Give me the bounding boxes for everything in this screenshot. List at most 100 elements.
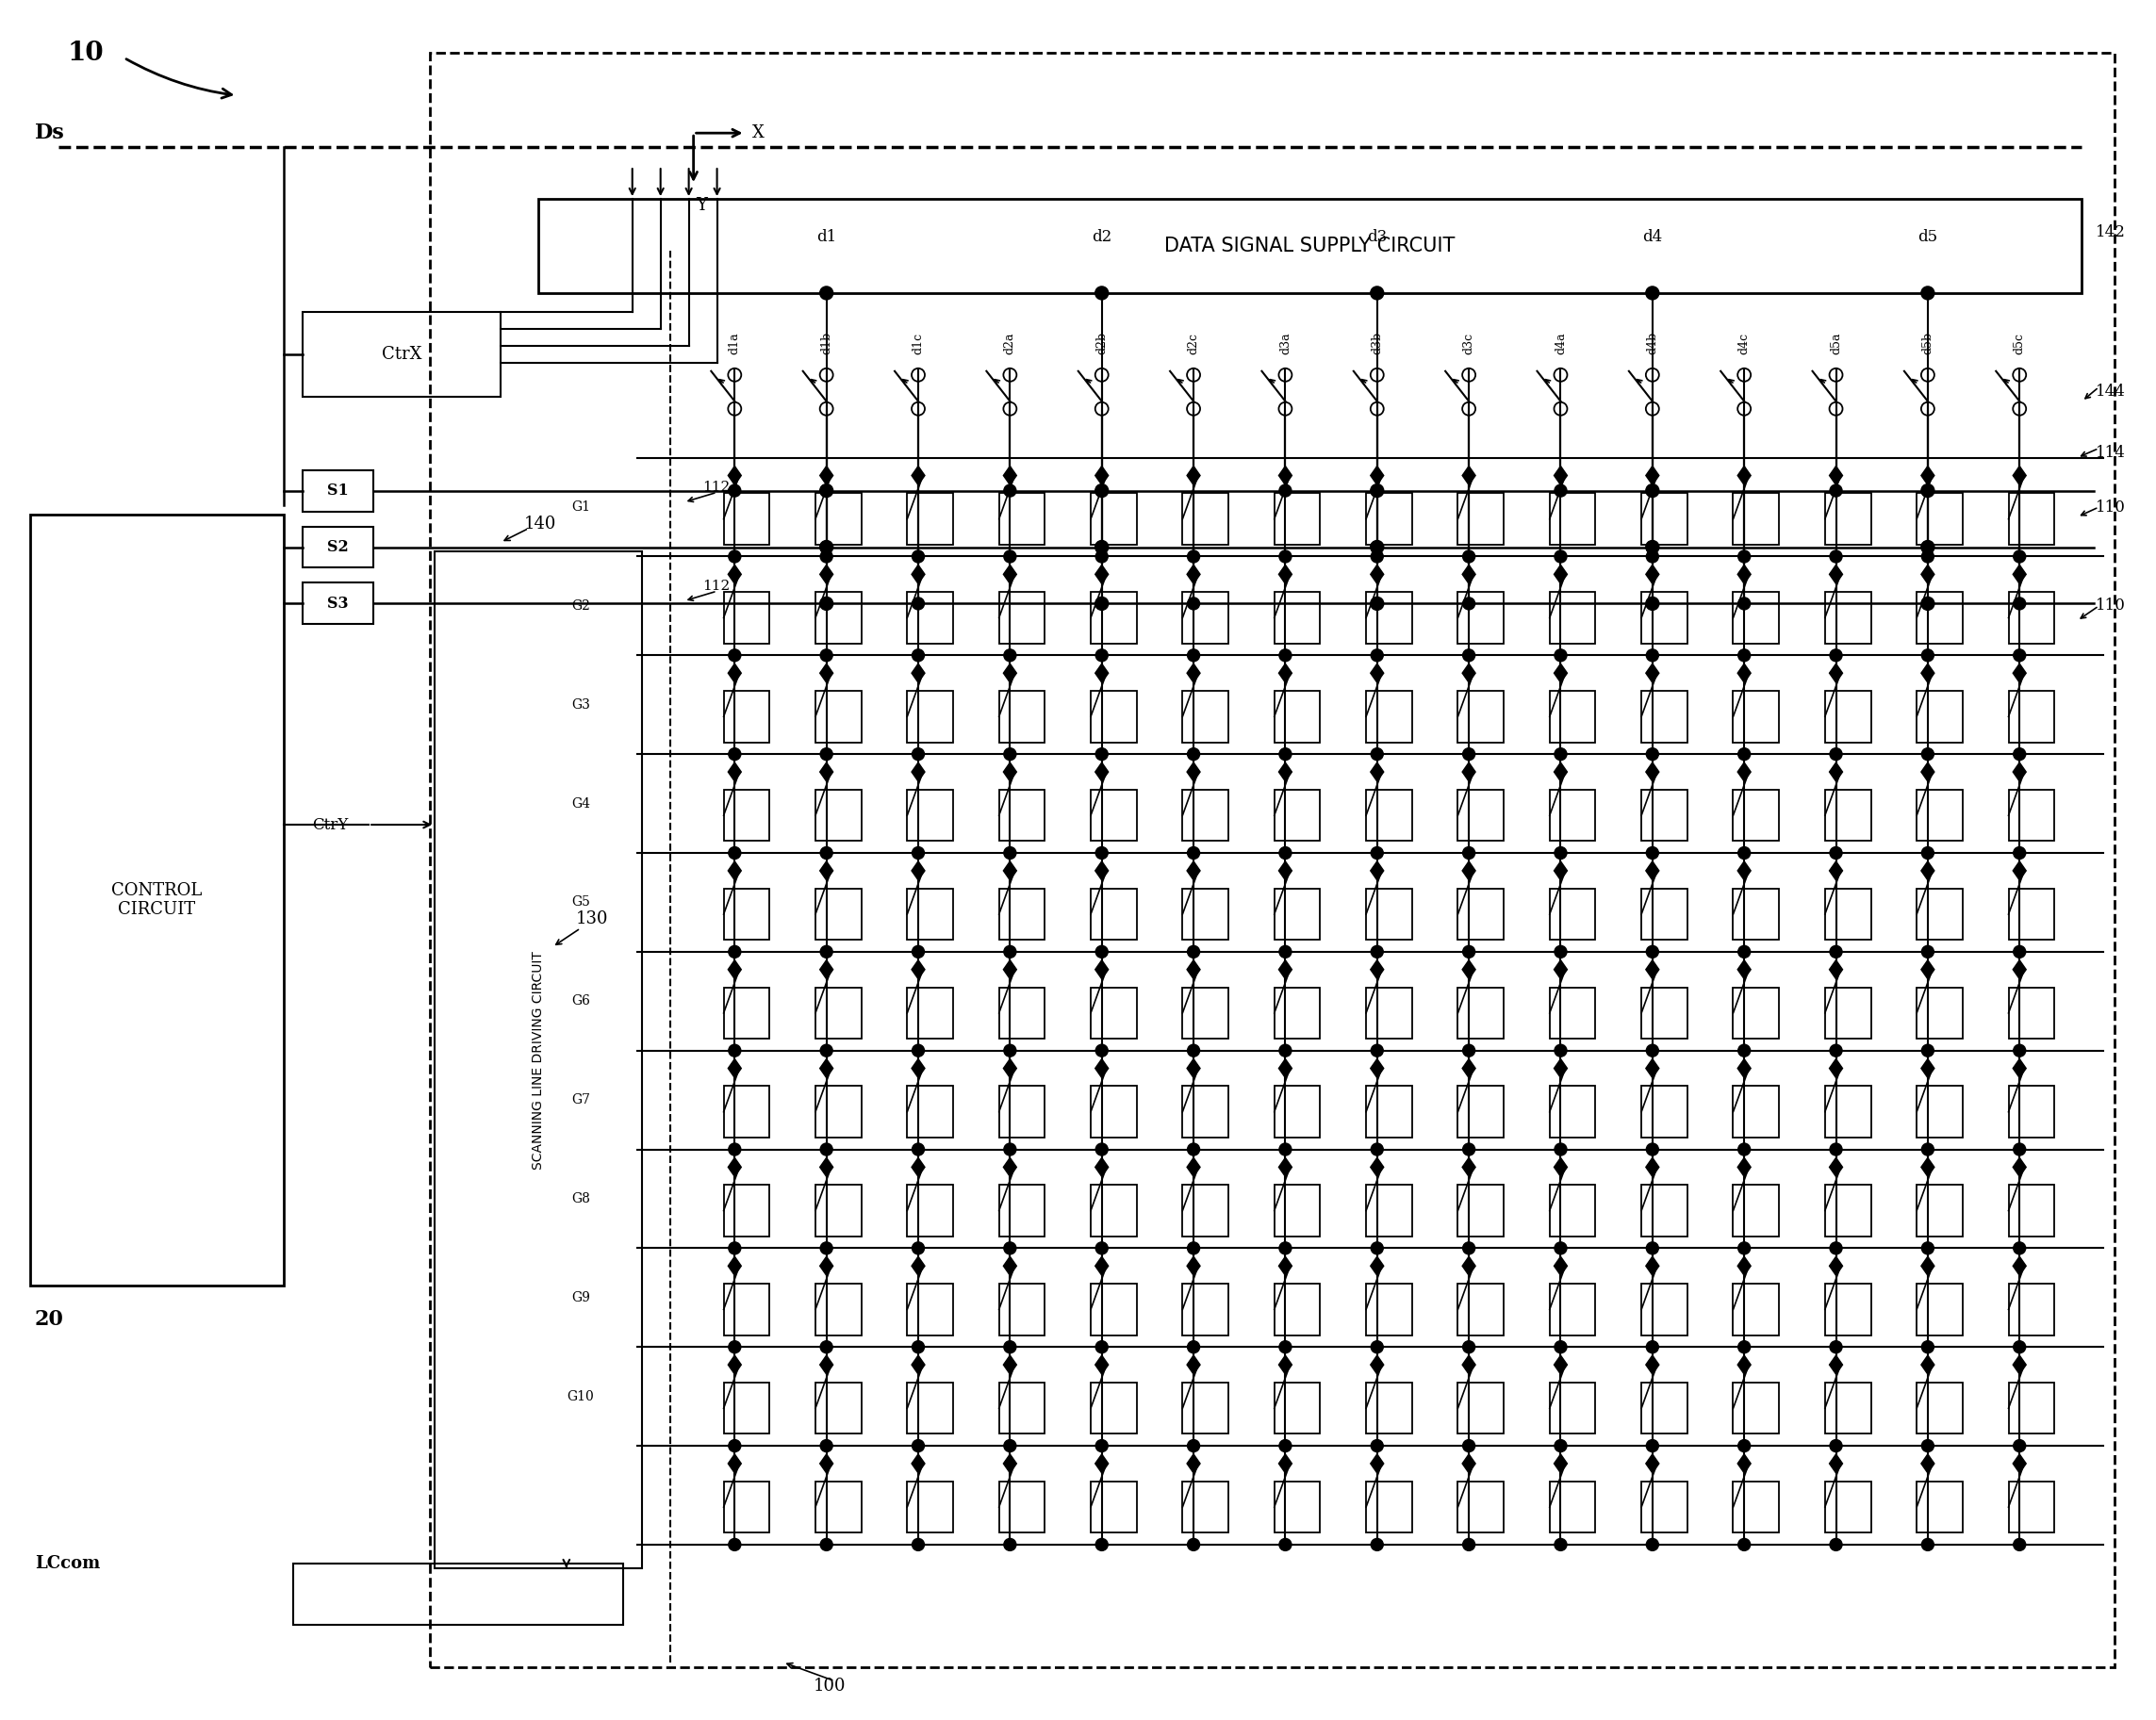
Polygon shape — [2014, 466, 2027, 485]
Circle shape — [912, 1242, 925, 1254]
Text: S2: S2 — [328, 538, 349, 556]
Polygon shape — [1462, 466, 1475, 485]
Bar — [1091, 691, 1136, 743]
Bar — [2009, 1383, 2055, 1434]
Text: 114: 114 — [2096, 445, 2126, 461]
Bar — [908, 889, 953, 939]
Bar — [293, 1563, 623, 1625]
Text: 20: 20 — [34, 1309, 65, 1330]
Circle shape — [1188, 1342, 1199, 1354]
Polygon shape — [1645, 1257, 1658, 1275]
Polygon shape — [1830, 564, 1843, 583]
Polygon shape — [1554, 1257, 1567, 1275]
Circle shape — [1371, 648, 1384, 662]
Polygon shape — [1095, 664, 1108, 683]
Polygon shape — [1188, 1257, 1201, 1275]
Circle shape — [1188, 748, 1199, 760]
Circle shape — [1095, 542, 1108, 554]
Circle shape — [1738, 1242, 1751, 1254]
Circle shape — [729, 1144, 742, 1156]
Polygon shape — [1462, 862, 1475, 881]
Circle shape — [1371, 597, 1384, 611]
Bar — [1550, 789, 1595, 841]
Bar — [815, 691, 860, 743]
Bar — [1917, 1283, 1962, 1335]
Circle shape — [1554, 550, 1567, 562]
Bar — [998, 1085, 1046, 1137]
Circle shape — [1095, 1242, 1108, 1254]
Circle shape — [1830, 846, 1841, 858]
Circle shape — [1188, 846, 1199, 858]
Bar — [1550, 889, 1595, 939]
Polygon shape — [1830, 1355, 1843, 1374]
Bar — [998, 1481, 1046, 1533]
Polygon shape — [1188, 960, 1201, 979]
Bar — [724, 1185, 770, 1237]
Circle shape — [1738, 1144, 1751, 1156]
Circle shape — [2014, 846, 2027, 858]
Circle shape — [1005, 748, 1015, 760]
Text: d4a: d4a — [1554, 332, 1567, 354]
Polygon shape — [2014, 664, 2027, 683]
Circle shape — [1645, 597, 1658, 611]
Bar — [1733, 889, 1779, 939]
Polygon shape — [1554, 1158, 1567, 1176]
Bar — [1181, 987, 1229, 1039]
Bar — [908, 789, 953, 841]
Circle shape — [1095, 846, 1108, 858]
Polygon shape — [1738, 762, 1751, 781]
Circle shape — [1462, 1440, 1475, 1452]
Polygon shape — [819, 862, 832, 881]
Bar — [1091, 1085, 1136, 1137]
Polygon shape — [1554, 564, 1567, 583]
Bar — [1457, 889, 1503, 939]
Bar — [1367, 1185, 1412, 1237]
Circle shape — [1005, 1440, 1015, 1452]
Circle shape — [729, 1342, 742, 1354]
Circle shape — [1554, 946, 1567, 958]
Circle shape — [1371, 1538, 1384, 1551]
Bar — [1917, 987, 1962, 1039]
Polygon shape — [1371, 1453, 1384, 1472]
Circle shape — [1279, 1538, 1291, 1551]
Polygon shape — [1921, 1158, 1934, 1176]
Circle shape — [912, 946, 925, 958]
Circle shape — [1371, 550, 1384, 562]
Text: S1: S1 — [328, 483, 349, 499]
Bar — [2009, 1185, 2055, 1237]
Circle shape — [1921, 1242, 1934, 1254]
Circle shape — [1645, 540, 1658, 554]
Polygon shape — [1279, 1257, 1291, 1275]
Circle shape — [1279, 748, 1291, 760]
Circle shape — [1647, 550, 1658, 562]
Circle shape — [1830, 1342, 1841, 1354]
Bar — [998, 494, 1046, 545]
Bar — [815, 1383, 860, 1434]
Circle shape — [1005, 648, 1015, 662]
Polygon shape — [1921, 960, 1934, 979]
Circle shape — [1647, 846, 1658, 858]
Polygon shape — [1371, 1158, 1384, 1176]
Polygon shape — [1921, 1257, 1934, 1275]
Circle shape — [1005, 1242, 1015, 1254]
Bar — [724, 1481, 770, 1533]
Bar — [1824, 1481, 1871, 1533]
Bar — [1274, 1185, 1319, 1237]
Circle shape — [1921, 1440, 1934, 1452]
Bar — [1824, 789, 1871, 841]
Circle shape — [1462, 550, 1475, 562]
Circle shape — [819, 1440, 832, 1452]
Circle shape — [729, 648, 742, 662]
Bar — [1274, 494, 1319, 545]
Polygon shape — [819, 960, 832, 979]
Polygon shape — [1830, 1158, 1843, 1176]
Circle shape — [912, 1440, 925, 1452]
Bar — [1733, 987, 1779, 1039]
Circle shape — [1738, 648, 1751, 662]
Circle shape — [819, 287, 832, 299]
Bar — [302, 583, 373, 624]
Bar — [1917, 592, 1962, 643]
Bar — [1367, 1283, 1412, 1335]
Circle shape — [1830, 1242, 1841, 1254]
Text: d5: d5 — [1919, 229, 1938, 244]
